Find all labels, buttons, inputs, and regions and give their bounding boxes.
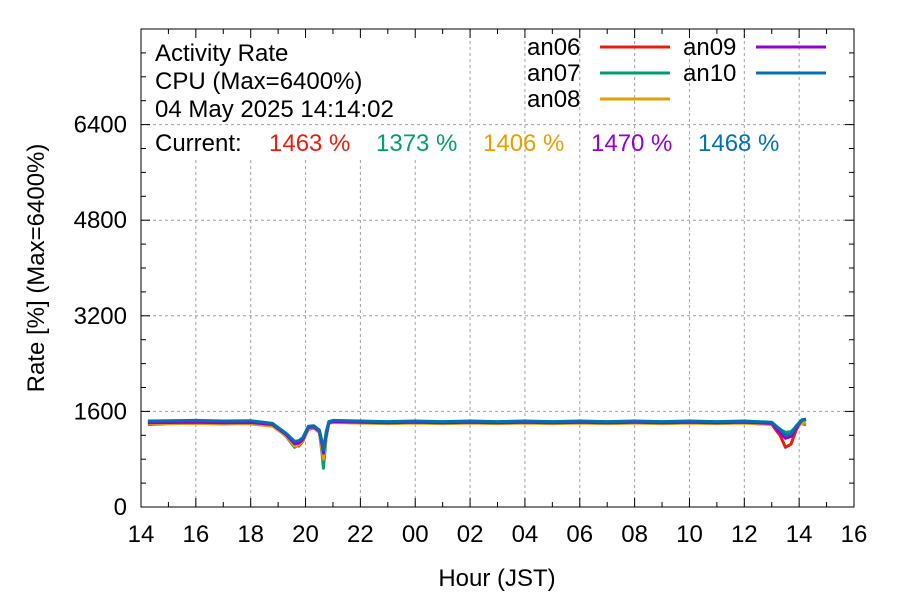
current-value-an06: 1463 % [269,130,350,157]
legend-label-an07: an07 [527,60,580,87]
chart-title-line-2: CPU (Max=6400%) [155,68,362,95]
current-value-an10: 1468 % [698,130,779,157]
legend-label-an08: an08 [527,86,580,113]
current-value-an08: 1406 % [483,130,564,157]
legend-label-an09: an09 [683,34,736,61]
legend-label-an10: an10 [683,60,736,87]
chart-title-line-1: Activity Rate [155,40,288,67]
x-tick-label: 12 [731,521,758,548]
y-tick-label: 1600 [74,398,127,425]
legend-label-an06: an06 [527,34,580,61]
current-label: Current: [155,130,242,157]
y-tick-label: 0 [114,494,127,521]
x-tick-label: 08 [621,521,648,548]
y-tick-label: 3200 [74,303,127,330]
x-tick-label: 14 [786,521,813,548]
x-tick-label: 00 [402,521,429,548]
x-tick-label: 18 [237,521,264,548]
y-tick-label: 4800 [74,207,127,234]
x-tick-label: 04 [512,521,539,548]
current-value-an07: 1373 % [376,130,457,157]
x-tick-label: 10 [676,521,703,548]
x-tick-label: 20 [292,521,319,548]
x-axis-label: Hour (JST) [438,565,555,592]
data-series [147,417,807,470]
axis-ticks: 14 16 18 20 22 00 02 04 06 08 10 12 14 16 0 1600 3200 480… [74,29,868,548]
x-tick-label: 06 [566,521,593,548]
current-value-an09: 1470 % [591,130,672,157]
legend: an06 an07 an08 an09 an10 [527,34,826,113]
x-tick-label: 22 [347,521,374,548]
y-tick-label: 6400 [74,112,127,139]
y-axis-label: Rate [%] (Max=6400%) [23,144,50,393]
x-tick-label: 16 [182,521,209,548]
x-tick-label: 16 [841,521,868,548]
x-tick-label: 14 [128,521,155,548]
chart-title-line-3: 04 May 2025 14:14:02 [155,96,394,123]
x-tick-label: 02 [457,521,484,548]
series-line-an10 [147,417,807,452]
